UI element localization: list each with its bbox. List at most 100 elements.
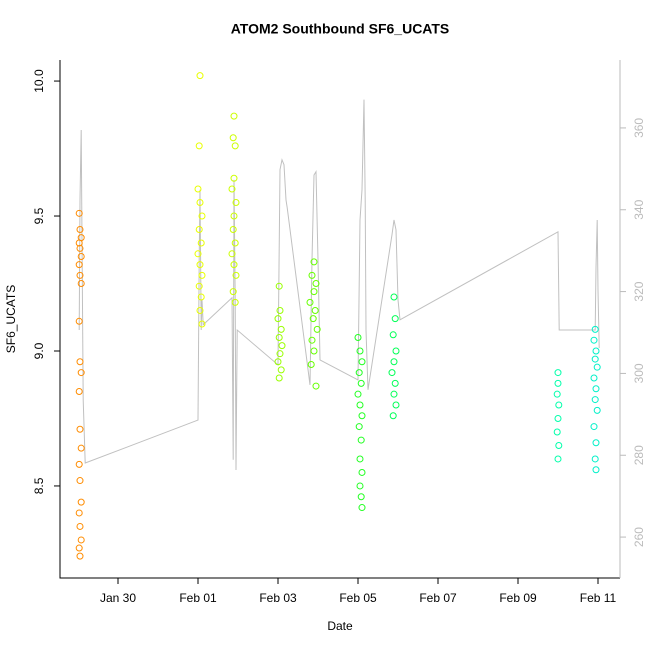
point bbox=[392, 401, 400, 409]
point bbox=[196, 199, 204, 207]
point bbox=[590, 336, 598, 344]
point bbox=[275, 374, 283, 382]
point bbox=[230, 261, 238, 269]
point bbox=[274, 315, 282, 323]
y2-tick-label: 260 bbox=[632, 527, 646, 547]
point bbox=[358, 358, 366, 366]
point bbox=[357, 436, 365, 444]
x-tick-label: Feb 03 bbox=[259, 591, 297, 605]
point bbox=[195, 282, 203, 290]
point bbox=[309, 315, 317, 323]
point bbox=[197, 239, 205, 247]
point bbox=[196, 306, 204, 314]
point bbox=[310, 347, 318, 355]
y2-tick-label: 340 bbox=[632, 199, 646, 219]
point bbox=[276, 306, 284, 314]
y2-tick-label: 320 bbox=[632, 281, 646, 301]
point bbox=[198, 212, 206, 220]
axis-frame bbox=[59, 60, 620, 579]
flight-line bbox=[78, 99, 600, 470]
point bbox=[76, 522, 84, 530]
point bbox=[77, 444, 85, 452]
point bbox=[312, 280, 320, 288]
y-tick-label: 9.0 bbox=[32, 342, 46, 359]
point bbox=[76, 226, 84, 234]
point bbox=[390, 293, 398, 301]
point bbox=[198, 271, 206, 279]
point bbox=[75, 239, 83, 247]
point bbox=[76, 477, 84, 485]
point bbox=[195, 142, 203, 150]
y-tick-label: 8.5 bbox=[32, 477, 46, 494]
point bbox=[277, 325, 285, 333]
point bbox=[230, 212, 238, 220]
point bbox=[592, 466, 600, 474]
point bbox=[230, 174, 238, 182]
point bbox=[277, 366, 285, 374]
point bbox=[275, 282, 283, 290]
point bbox=[354, 390, 362, 398]
point bbox=[194, 185, 202, 193]
x-tick-label: Feb 05 bbox=[339, 591, 377, 605]
point bbox=[76, 425, 84, 433]
point bbox=[553, 428, 561, 436]
point bbox=[311, 306, 319, 314]
point bbox=[389, 412, 397, 420]
point bbox=[313, 325, 321, 333]
x-tick-label: Jan 30 bbox=[100, 591, 136, 605]
point bbox=[390, 358, 398, 366]
point bbox=[593, 363, 601, 371]
point bbox=[356, 455, 364, 463]
point bbox=[275, 333, 283, 341]
x-axis-label: Date bbox=[327, 619, 353, 633]
x-tick-label: Feb 09 bbox=[499, 591, 537, 605]
y2-tick-label: 360 bbox=[632, 118, 646, 138]
chart-title: ATOM2 Southbound SF6_UCATS bbox=[231, 21, 450, 37]
point bbox=[308, 336, 316, 344]
point bbox=[310, 258, 318, 266]
point bbox=[390, 390, 398, 398]
point bbox=[593, 406, 601, 414]
point bbox=[75, 460, 83, 468]
point bbox=[591, 396, 599, 404]
point bbox=[75, 209, 83, 217]
point bbox=[358, 468, 366, 476]
point bbox=[391, 315, 399, 323]
point bbox=[195, 226, 203, 234]
point bbox=[77, 536, 85, 544]
x-tick-label: Feb 11 bbox=[580, 591, 617, 605]
point bbox=[77, 498, 85, 506]
y2-tick-label: 300 bbox=[632, 363, 646, 383]
point bbox=[229, 226, 237, 234]
point bbox=[591, 455, 599, 463]
point bbox=[196, 261, 204, 269]
point bbox=[358, 412, 366, 420]
point bbox=[553, 390, 561, 398]
x-tick-label: Feb 01 bbox=[179, 591, 217, 605]
point bbox=[276, 350, 284, 358]
point bbox=[306, 298, 314, 306]
point bbox=[231, 239, 239, 247]
point bbox=[278, 342, 286, 350]
y-axis-label: SF6_UCATS bbox=[4, 285, 18, 353]
point bbox=[554, 414, 562, 422]
point bbox=[555, 441, 563, 449]
point bbox=[592, 439, 600, 447]
point bbox=[77, 369, 85, 377]
point bbox=[76, 244, 84, 252]
x-tick-label: Feb 07 bbox=[419, 591, 457, 605]
point bbox=[591, 355, 599, 363]
point bbox=[76, 552, 84, 560]
point bbox=[232, 271, 240, 279]
point bbox=[76, 358, 84, 366]
point bbox=[232, 199, 240, 207]
point bbox=[77, 253, 85, 261]
y-tick-label: 10.0 bbox=[32, 69, 46, 93]
point bbox=[591, 325, 599, 333]
point bbox=[312, 382, 320, 390]
point bbox=[355, 369, 363, 377]
point bbox=[308, 271, 316, 279]
point bbox=[356, 347, 364, 355]
point bbox=[388, 369, 396, 377]
point bbox=[554, 379, 562, 387]
